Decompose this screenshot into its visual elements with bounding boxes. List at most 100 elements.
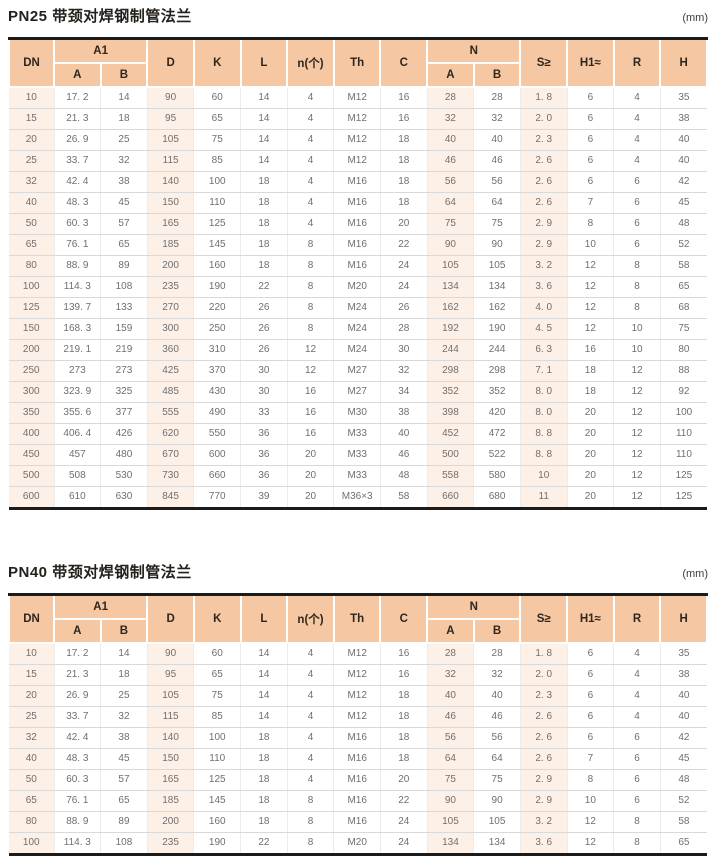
table-cell: 88. 9 — [54, 811, 102, 833]
table-cell: 45 — [100, 192, 148, 214]
table-cell: 26. 9 — [54, 685, 102, 707]
table-cell: 139. 7 — [54, 297, 102, 319]
pn25-table-header: DN A1 D K L n(个) Th C N S≥ H1≈ R H A B — [8, 37, 708, 88]
table-cell: 200 — [147, 811, 195, 833]
table-cell: 80 — [9, 255, 55, 277]
table-cell: M16 — [333, 811, 381, 833]
table-cell: 56 — [427, 171, 475, 193]
table-cell: 8 — [287, 790, 335, 812]
table-cell: 12 — [567, 276, 615, 298]
table-cell: 15 — [9, 664, 55, 686]
table-cell: 145 — [193, 234, 242, 256]
table-cell: 10 — [567, 790, 615, 812]
table-cell: M12 — [333, 129, 381, 151]
table-cell: 32 — [9, 171, 55, 193]
table-cell: 12 — [613, 402, 661, 424]
table-cell: 12 — [567, 318, 615, 340]
table-row: 350 355. 6 377 555 490 33 16 M30 38 398 420 8. 0 20 1… — [9, 402, 707, 424]
table-cell: 18 — [100, 664, 148, 686]
table-cell: 4 — [613, 664, 661, 686]
table-cell: 8 — [287, 276, 335, 298]
table-cell: M33 — [333, 444, 381, 466]
table-cell: 406. 4 — [54, 423, 102, 445]
table-row: 15 21. 3 18 95 65 14 4 M12 16 32 32 2. 0 6 4 38 — [9, 664, 707, 686]
table-cell: 28 — [380, 318, 428, 340]
table-cell: 17. 2 — [54, 643, 102, 665]
table-cell: 6 — [567, 664, 615, 686]
table-cell: 18 — [240, 234, 288, 256]
col-header-h1: H1≈ — [566, 593, 615, 644]
table-cell: 134 — [427, 832, 475, 855]
table-cell: 12 — [287, 339, 335, 361]
table-cell: 105 — [147, 685, 195, 707]
table-cell: 68 — [660, 297, 707, 319]
col-header-n-count: n(个) — [286, 593, 335, 644]
table-cell: 12 — [287, 360, 335, 382]
table-cell: 250 — [193, 318, 242, 340]
table-cell: 46 — [473, 150, 521, 172]
table-cell: 100 — [9, 832, 55, 855]
table-cell: 64 — [473, 748, 521, 770]
table-cell: 64 — [473, 192, 521, 214]
table-cell: 40 — [473, 685, 521, 707]
table-cell: 300 — [9, 381, 55, 403]
table-cell: 4 — [613, 706, 661, 728]
table-cell: 38 — [100, 171, 148, 193]
table-cell: 20 — [567, 486, 615, 509]
col-header-d: D — [146, 37, 195, 88]
table-cell: 219 — [100, 339, 148, 361]
table-cell: 472 — [473, 423, 521, 445]
table-cell: 14 — [240, 706, 288, 728]
table-cell: M27 — [333, 360, 381, 382]
table-cell: 4 — [613, 150, 661, 172]
table-cell: 140 — [147, 171, 195, 193]
table-row: 80 88. 9 89 200 160 18 8 M16 24 105 105 3. 2 12 8 58 — [9, 255, 707, 277]
table-cell: 52 — [660, 790, 707, 812]
table-cell: M12 — [333, 87, 381, 109]
table-cell: 168. 3 — [54, 318, 102, 340]
table-cell: 10 — [613, 318, 661, 340]
col-header-c: C — [379, 593, 429, 644]
table-cell: 58 — [660, 255, 707, 277]
table-cell: 90 — [427, 234, 475, 256]
table-cell: 7 — [567, 192, 615, 214]
table-cell: 8 — [613, 276, 661, 298]
table-cell: 190 — [193, 832, 242, 855]
pn25-spec-table: DN A1 D K L n(个) Th C N S≥ H1≈ R H A B — [8, 37, 708, 510]
table-cell: 20 — [287, 486, 335, 509]
table-cell: 39 — [240, 486, 288, 509]
table-cell: M16 — [333, 790, 381, 812]
table-cell: 4 — [287, 643, 335, 665]
table-cell: 6 — [613, 213, 661, 235]
table-cell: M24 — [333, 318, 381, 340]
table-row: 10 17. 2 14 90 60 14 4 M12 16 28 28 1. 8 6 4 35 — [9, 87, 707, 109]
table-cell: M16 — [333, 748, 381, 770]
table-cell: 452 — [427, 423, 475, 445]
table-cell: 600 — [9, 486, 55, 509]
table-cell: 6 — [613, 769, 661, 791]
table-cell: 4 — [287, 108, 335, 130]
table-cell: 24 — [380, 832, 428, 855]
col-header-l: L — [239, 37, 289, 88]
table-row: 600 610 630 845 770 39 20 M36×3 58 660 680 11 20 12 12… — [9, 486, 707, 509]
table-cell: 610 — [54, 486, 102, 509]
table-cell: 220 — [193, 297, 242, 319]
table-cell: M16 — [333, 192, 381, 214]
table-cell: 3. 6 — [520, 276, 568, 298]
table-cell: 4 — [287, 171, 335, 193]
table-cell: 6 — [567, 129, 615, 151]
table-cell: 42 — [660, 171, 707, 193]
table-cell: 22 — [240, 276, 288, 298]
table-cell: 38 — [660, 108, 707, 130]
table-cell: 360 — [147, 339, 195, 361]
table-cell: 28 — [473, 643, 521, 665]
table-row: 100 114. 3 108 235 190 22 8 M20 24 134 134 3. 6 12 8 6… — [9, 276, 707, 298]
table-cell: 500 — [427, 444, 475, 466]
table-cell: 8 — [287, 318, 335, 340]
table-cell: 12 — [613, 444, 661, 466]
table-cell: 42 — [660, 727, 707, 749]
table-cell: 159 — [100, 318, 148, 340]
table-cell: 15 — [9, 108, 55, 130]
col-header-n-group: N — [426, 37, 522, 64]
